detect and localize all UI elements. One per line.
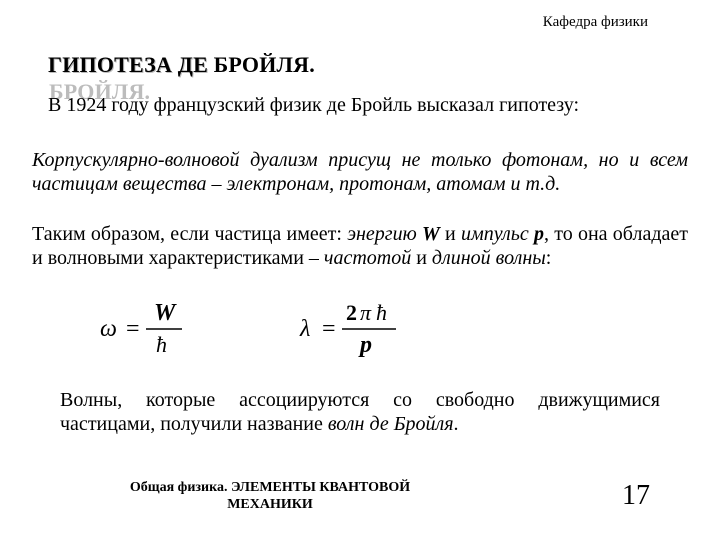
sym-W: W (154, 300, 177, 326)
footer-text: Общая физика. ЭЛЕМЕНТЫ КВАНТОВОЙ МЕХАНИК… (90, 480, 450, 514)
sym-eq2: = (322, 316, 336, 342)
footer-line2: МЕХАНИКИ (227, 497, 313, 512)
thus-p: p (534, 223, 544, 245)
thus-freq: частотой (324, 247, 411, 269)
thus-and2: и (411, 247, 432, 269)
thus-colon: : (546, 247, 552, 269)
sym-p: p (358, 332, 372, 358)
consequence-text: Таким образом, если частица имеет: энерг… (32, 222, 688, 271)
thus-impulse-word: импульс (461, 223, 534, 245)
sym-two: 2 (346, 300, 357, 325)
sym-hbar1: ħ (156, 332, 167, 357)
slide: Кафедра физики ГИПОТЕЗА ДЕ БРОЙЛЯ. ГИПОТ… (0, 0, 720, 540)
thus-W: W (422, 223, 440, 245)
slide-title: ГИПОТЕЗА ДЕ БРОЙЛЯ. ГИПОТЕЗА ДЕ БРОЙЛЯ. (48, 52, 315, 78)
formulas-svg: ω = W ħ λ = 2 π ħ p (100, 294, 520, 364)
thus-and: и (440, 223, 461, 245)
waves-text: Волны, которые ассоциируются со свободно… (60, 388, 660, 437)
footer-line1: Общая физика. ЭЛЕМЕНТЫ КВАНТОВОЙ (130, 480, 410, 495)
sym-pi: π (360, 300, 372, 325)
waves-dot: . (454, 413, 459, 435)
thus-part1: Таким образом, если частица имеет: (32, 223, 347, 245)
sym-lambda: λ (299, 316, 310, 342)
waves-name: волн де Бройля (328, 413, 454, 435)
title-text: ГИПОТЕЗА ДЕ БРОЙЛЯ. (48, 52, 315, 77)
sym-omega: ω (100, 316, 117, 342)
intro-text: В 1924 году французский физик де Бройль … (48, 94, 672, 117)
thus-wlen: длиной волны (432, 247, 546, 269)
department-label: Кафедра физики (543, 14, 648, 31)
formulas-block: ω = W ħ λ = 2 π ħ p (0, 294, 720, 369)
hypothesis-text: Корпускулярно-волновой дуализм присущ не… (32, 148, 688, 197)
sym-eq1: = (126, 316, 140, 342)
sym-hbar2: ħ (376, 300, 387, 325)
page-number: 17 (622, 480, 650, 512)
thus-energy-word: энергию (347, 223, 422, 245)
